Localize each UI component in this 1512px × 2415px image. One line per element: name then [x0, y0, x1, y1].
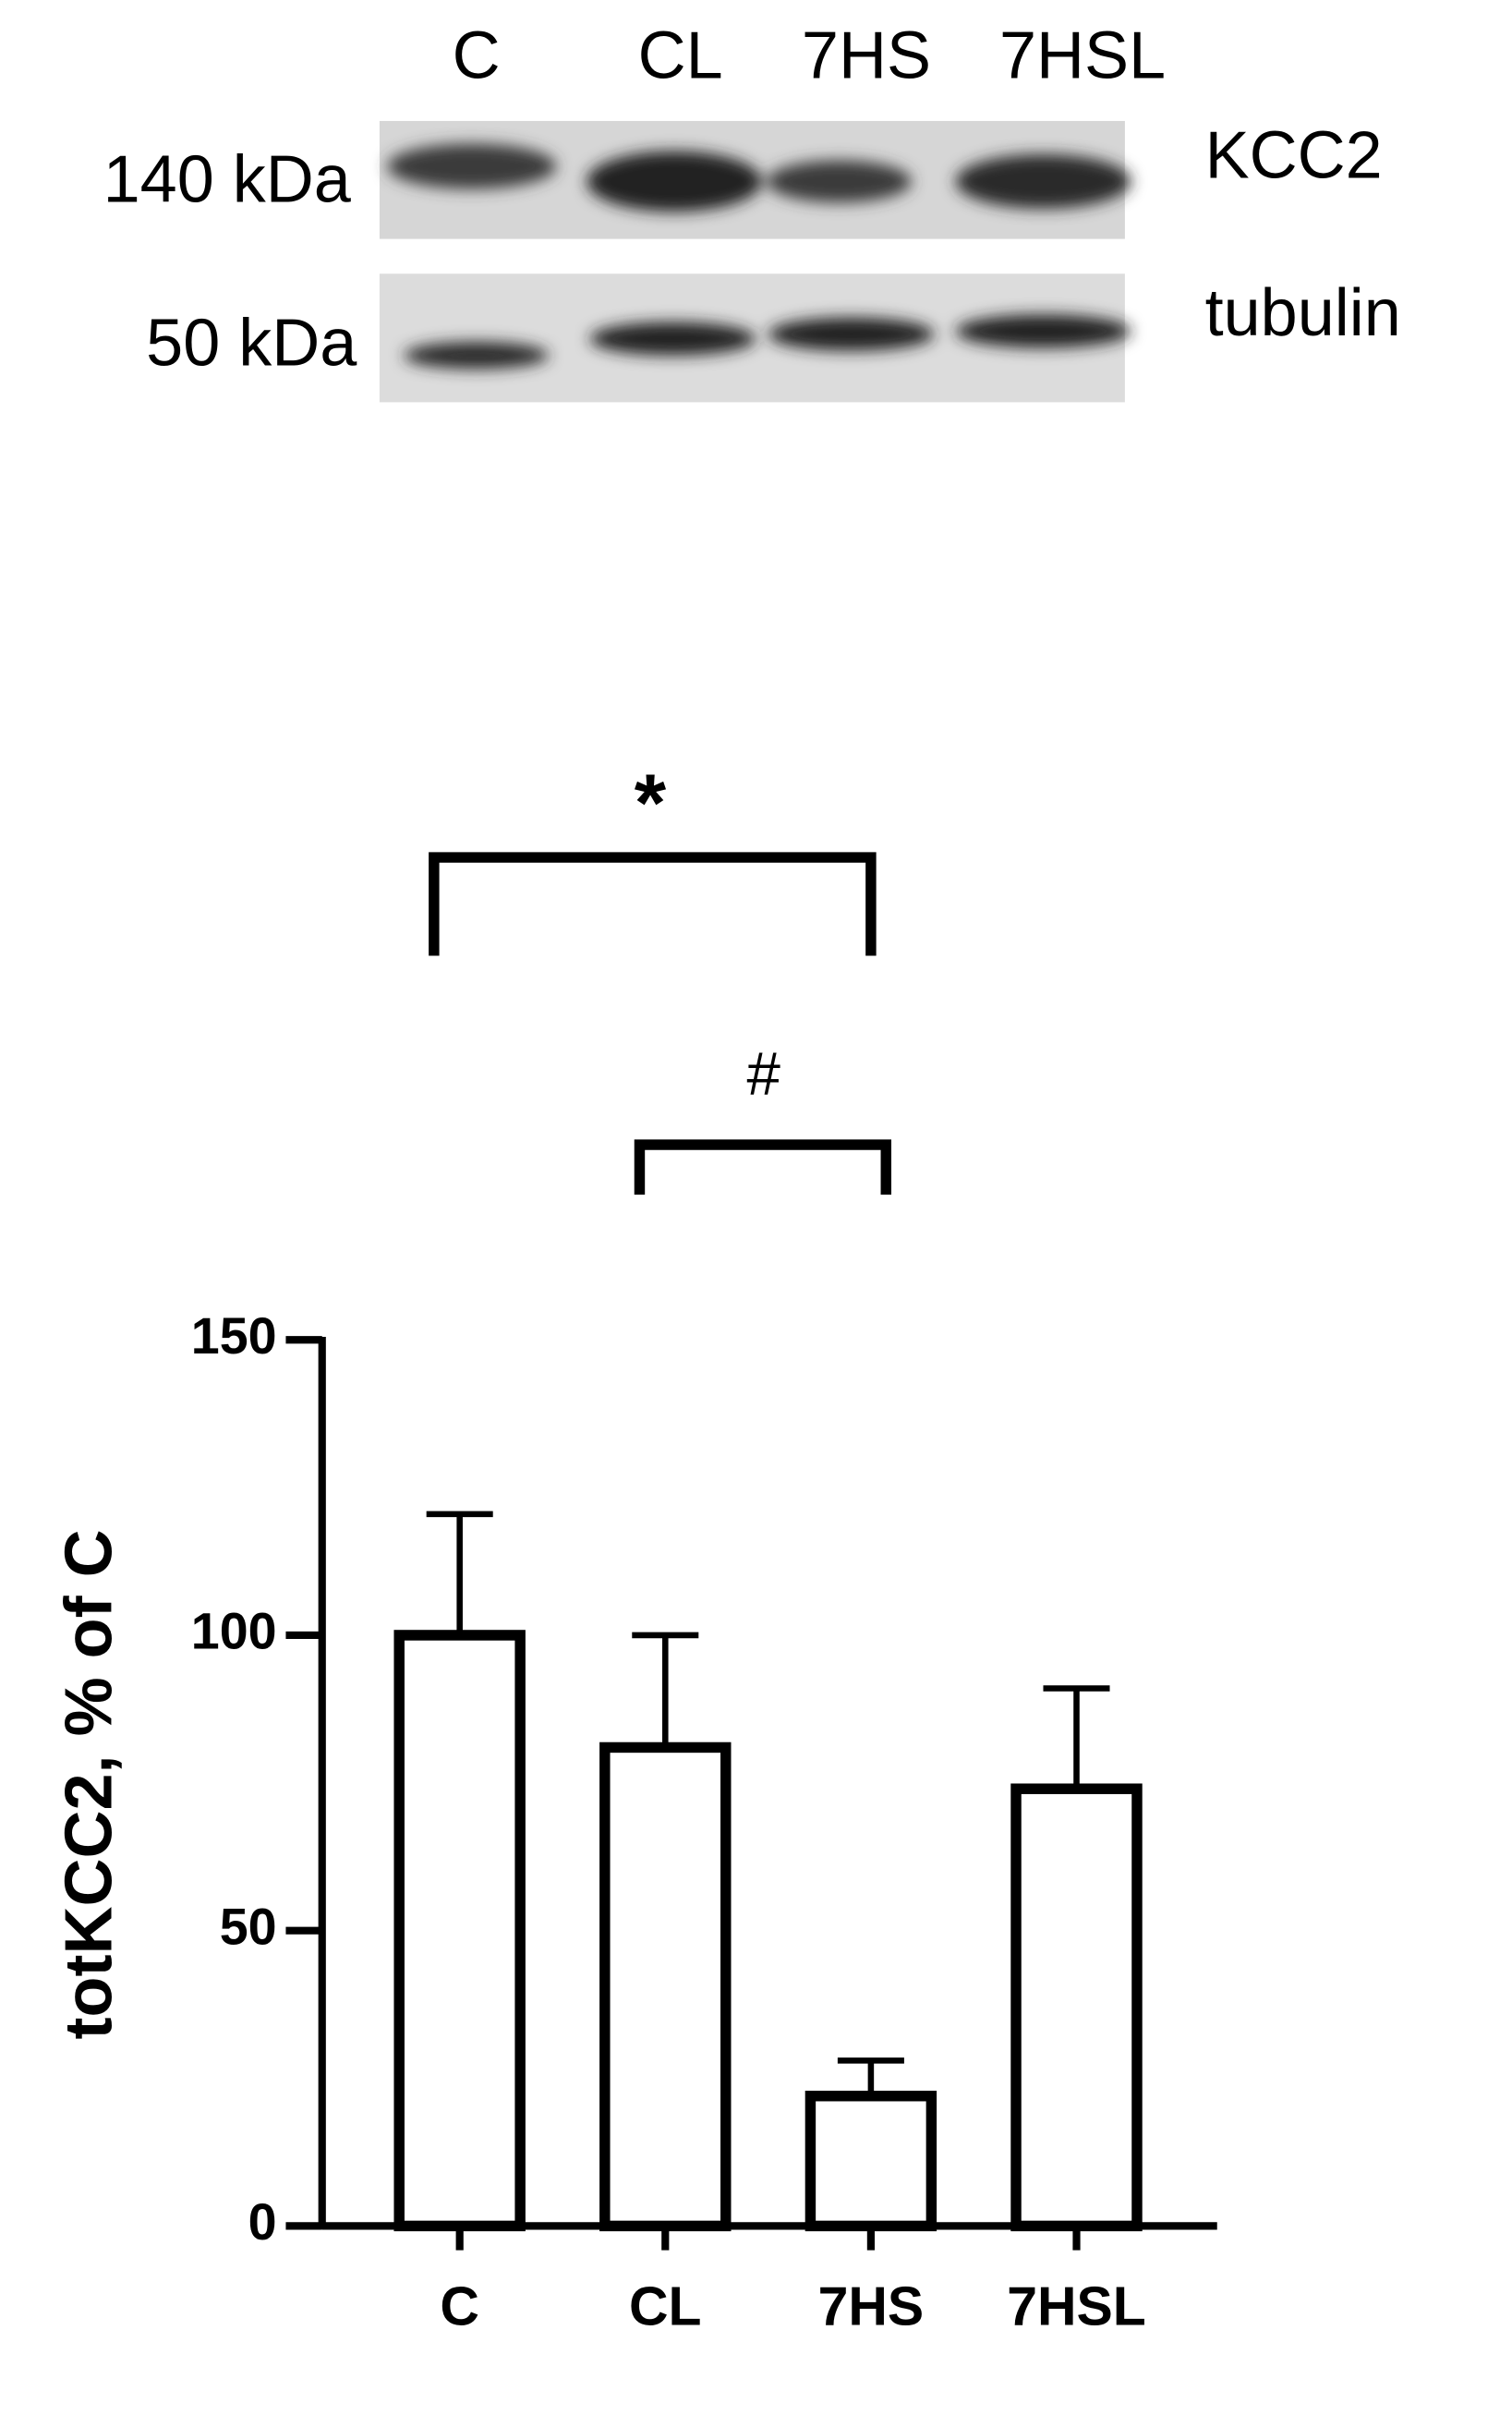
- band: [589, 322, 756, 356]
- band: [387, 143, 557, 189]
- x-tick-label: 7HS: [818, 2277, 925, 2337]
- band: [955, 153, 1131, 209]
- band: [768, 317, 935, 351]
- bar: [804, 2090, 937, 2232]
- y-tick-label: 0: [248, 2193, 277, 2251]
- bracket: [429, 852, 877, 956]
- y-tick-label: 50: [220, 1898, 277, 1955]
- band: [587, 151, 763, 212]
- bar: [599, 1741, 732, 2232]
- lane-label: 7HSL: [999, 19, 1166, 93]
- y-tick-label: 150: [191, 1307, 277, 1365]
- lane-label: CL: [638, 19, 723, 93]
- protein-label: tubulin: [1205, 276, 1401, 350]
- band: [404, 341, 550, 370]
- y-tick-label: 100: [191, 1603, 277, 1660]
- bracket: [634, 1139, 891, 1195]
- protein-label: KCC2: [1205, 119, 1383, 193]
- significance: [429, 852, 891, 1195]
- marker-label: 140 kDa: [103, 143, 352, 217]
- lane-label: 7HS: [802, 19, 931, 93]
- x-tick-label: C: [440, 2277, 479, 2337]
- blot-bands: [387, 143, 1131, 370]
- band: [766, 160, 913, 203]
- significance-label: #: [746, 1039, 780, 1107]
- marker-label: 50 kDa: [146, 306, 357, 380]
- y-axis-label: totKCC2, % of C: [53, 1529, 127, 2039]
- lane-label: C: [453, 19, 501, 93]
- x-tick-label: CL: [629, 2277, 702, 2337]
- bar: [393, 1630, 526, 2232]
- bar: [1010, 1783, 1143, 2232]
- western-blot: C CL 7HS 7HSL 140 kDa 50 kDa KCC2 tubuli…: [103, 19, 1401, 403]
- x-tick-label: 7HSL: [1007, 2277, 1146, 2337]
- band: [955, 314, 1131, 348]
- significance-label: *: [635, 757, 667, 848]
